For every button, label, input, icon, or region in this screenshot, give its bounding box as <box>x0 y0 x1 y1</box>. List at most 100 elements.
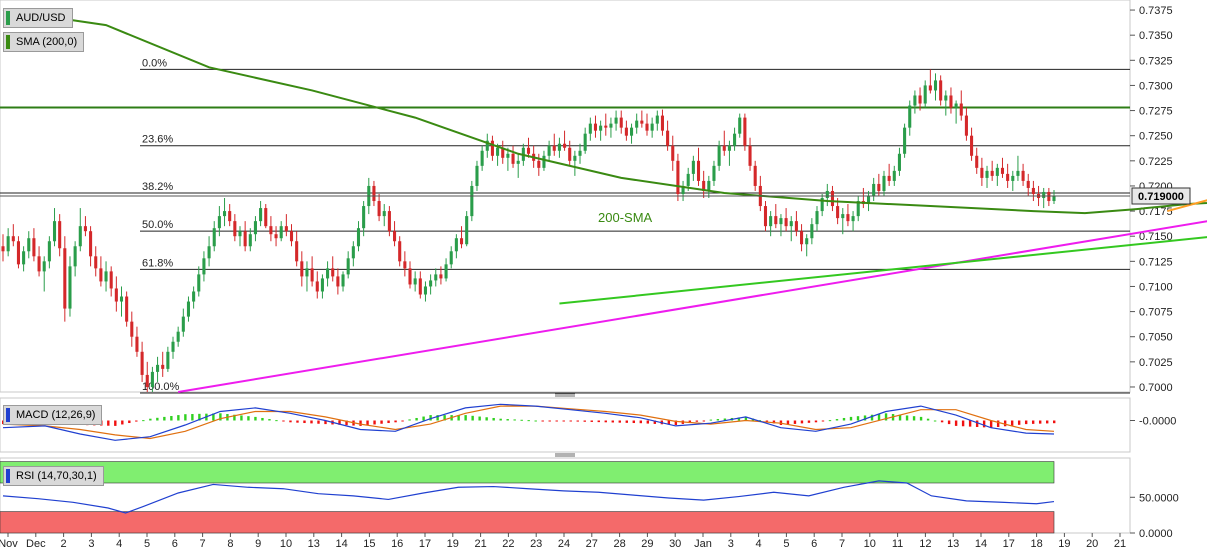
bear-candle <box>645 113 649 136</box>
bear-candle <box>289 224 294 247</box>
macd-hist-bar-negative <box>674 420 678 425</box>
x-tick-label: 17 <box>419 538 431 550</box>
bear-candle <box>1026 173 1030 196</box>
macd-hist-bar-negative <box>702 420 706 422</box>
bull-candle <box>156 356 160 382</box>
x-tick-label: 7 <box>200 538 206 550</box>
candle-body <box>995 167 999 176</box>
bull-candle <box>485 133 489 158</box>
bull-candle <box>449 246 453 269</box>
macd-hist-bar-negative <box>128 420 131 424</box>
macd-hist-bar-negative <box>1017 420 1021 425</box>
rsi-oversold-zone <box>0 511 1055 534</box>
candle-body <box>655 115 659 124</box>
panel-splitter[interactable] <box>555 393 575 397</box>
candle-body <box>918 95 922 104</box>
bull-candle <box>691 155 695 181</box>
macd-hist-bar-negative <box>387 420 390 424</box>
candle-body <box>470 185 474 217</box>
macd-hist-bar-positive <box>709 419 713 421</box>
candle-body <box>975 155 979 168</box>
candle-body <box>27 238 31 252</box>
bull-candle <box>166 346 170 372</box>
candle-body <box>506 153 510 158</box>
macd-hist-bar-positive <box>520 419 523 421</box>
price-y-tick-label: 0.7125 <box>1139 256 1173 268</box>
bear-candle <box>975 147 979 174</box>
fib-level-label: 38.2% <box>142 181 173 193</box>
bull-candle <box>382 204 386 227</box>
bear-candle <box>1047 187 1051 207</box>
bear-candle <box>1006 163 1010 188</box>
macd-hist-bar-positive <box>212 413 215 421</box>
fib-level-label: 23.6% <box>142 134 173 146</box>
price-y-tick-label: 0.7350 <box>1139 30 1173 42</box>
bull-candle <box>650 117 654 138</box>
bull-candle <box>119 286 124 317</box>
x-tick-label: 23 <box>530 538 542 550</box>
bear-candle <box>563 130 567 151</box>
macd-hist-bar-positive <box>506 419 509 421</box>
bear-candle <box>372 180 376 207</box>
macd-hist-bar-positive <box>863 415 867 421</box>
candle-body <box>99 268 103 282</box>
macd-hist-bar-positive <box>842 417 846 421</box>
bull-candle <box>444 258 448 282</box>
candle-body <box>681 185 685 194</box>
legend-sma-swatch <box>6 35 10 49</box>
bull-candle <box>789 216 793 242</box>
bear-candle <box>16 236 20 269</box>
macd-hist-bar-negative <box>982 420 986 428</box>
bear-candle <box>393 221 397 247</box>
price-y-tick-label: 0.7175 <box>1139 206 1173 218</box>
candle-body <box>119 296 124 302</box>
bull-candle <box>717 140 721 171</box>
candle-body <box>990 170 994 176</box>
bull-candle <box>635 113 639 134</box>
candle-body <box>526 147 531 154</box>
candle-body <box>588 123 592 134</box>
candle-body <box>501 147 505 158</box>
bear-candle <box>877 173 881 196</box>
x-tick-label: 9 <box>255 538 261 550</box>
bull-candle <box>588 117 592 141</box>
macd-hist-bar-positive <box>849 416 853 421</box>
candle-body <box>176 331 180 342</box>
price-y-tick-label: 0.7250 <box>1139 131 1173 143</box>
macd-panel <box>0 397 1131 453</box>
bear-candle <box>990 160 994 181</box>
candle-body <box>238 231 242 237</box>
fib-level-label: 0.0% <box>142 57 167 69</box>
x-tick-label: 18 <box>1030 538 1042 550</box>
bear-candle <box>666 120 670 151</box>
candle-body <box>985 170 989 178</box>
bear-candle <box>511 145 515 168</box>
x-tick-label: 5 <box>783 538 789 550</box>
x-tick-label: 13 <box>947 538 959 550</box>
macd-hist-bar-positive <box>436 415 439 421</box>
candle-body <box>197 274 201 292</box>
macd-hist-bar-positive <box>163 416 166 421</box>
macd-hist-bar-negative <box>961 420 965 427</box>
macd-hist-bar-negative <box>968 420 972 427</box>
macd-hist-bar-positive <box>828 420 832 422</box>
macd-hist-bar-positive <box>534 420 537 422</box>
bear-candle <box>660 109 664 136</box>
bear-candle <box>63 236 67 322</box>
bull-candle <box>480 145 484 171</box>
bull-candle <box>176 326 180 347</box>
panel-splitter[interactable] <box>555 453 575 457</box>
candle-body <box>161 364 165 369</box>
candle-body <box>459 238 464 245</box>
candle-body <box>887 175 891 181</box>
bull-candle <box>1016 155 1020 181</box>
macd-hist-bar-positive <box>268 419 271 421</box>
macd-hist-bar-negative <box>772 420 776 424</box>
macd-hist-bar-positive <box>170 416 173 421</box>
macd-hist-bar-positive <box>422 416 425 421</box>
candle-body <box>624 127 628 136</box>
macd-hist-bar-positive <box>443 415 446 421</box>
candle-body <box>279 226 283 239</box>
candle-body <box>243 231 247 247</box>
